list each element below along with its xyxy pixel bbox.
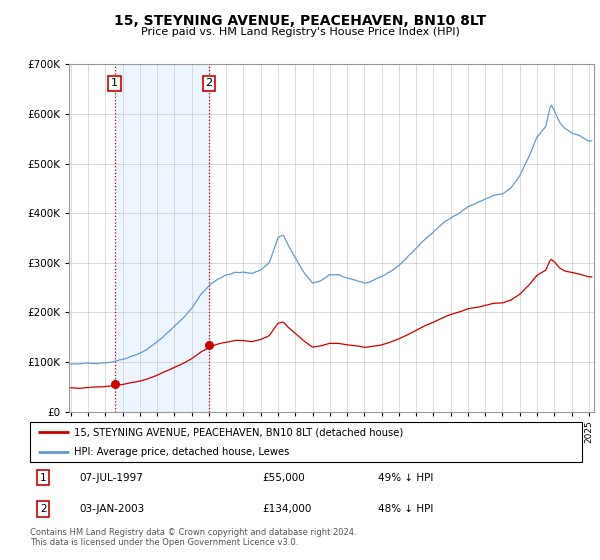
Text: 49% ↓ HPI: 49% ↓ HPI <box>378 473 433 483</box>
Text: 1: 1 <box>111 78 118 88</box>
Text: 48% ↓ HPI: 48% ↓ HPI <box>378 504 433 514</box>
Bar <box>589 64 600 412</box>
Text: 15, STEYNING AVENUE, PEACEHAVEN, BN10 8LT (detached house): 15, STEYNING AVENUE, PEACEHAVEN, BN10 8L… <box>74 427 403 437</box>
Text: 2: 2 <box>40 504 47 514</box>
Text: 2: 2 <box>205 78 212 88</box>
Text: 03-JAN-2003: 03-JAN-2003 <box>80 504 145 514</box>
Text: £134,000: £134,000 <box>262 504 311 514</box>
Text: Contains HM Land Registry data © Crown copyright and database right 2024.
This d: Contains HM Land Registry data © Crown c… <box>30 528 356 547</box>
Text: 1: 1 <box>40 473 47 483</box>
Text: 15, STEYNING AVENUE, PEACEHAVEN, BN10 8LT: 15, STEYNING AVENUE, PEACEHAVEN, BN10 8L… <box>114 14 486 28</box>
Text: Price paid vs. HM Land Registry's House Price Index (HPI): Price paid vs. HM Land Registry's House … <box>140 27 460 37</box>
Text: £55,000: £55,000 <box>262 473 305 483</box>
Bar <box>115 64 209 412</box>
Text: 07-JUL-1997: 07-JUL-1997 <box>80 473 143 483</box>
Text: HPI: Average price, detached house, Lewes: HPI: Average price, detached house, Lewe… <box>74 446 290 456</box>
